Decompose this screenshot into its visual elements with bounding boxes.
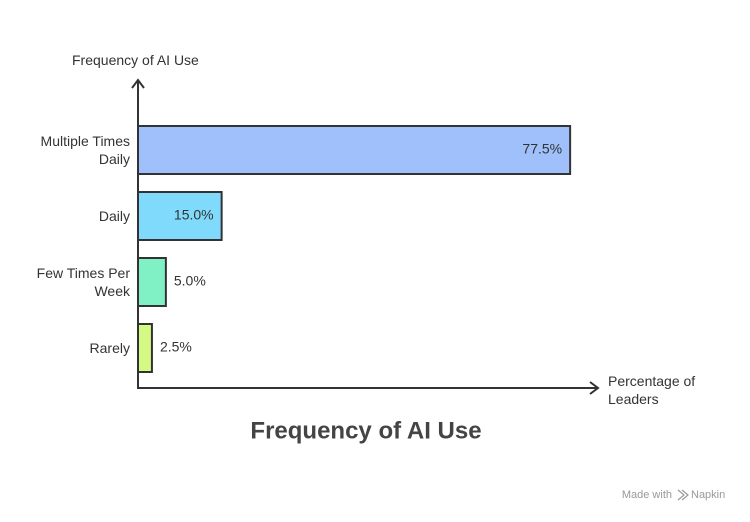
y-tick-label: Multiple Times Daily (40, 133, 130, 167)
y-tick-label: Few Times Per Week (36, 265, 130, 299)
bar (137, 191, 223, 241)
value-label: 77.5% (522, 141, 562, 157)
bar (137, 323, 153, 373)
footer-brand: Napkin (691, 489, 725, 501)
bar (137, 257, 167, 307)
chart-title: Frequency of AI Use (250, 417, 481, 444)
y-tick-label: Daily (98, 208, 130, 224)
y-axis-label: Frequency of AI Use (72, 52, 199, 68)
value-label: 15.0% (174, 207, 214, 223)
x-axis-label: Percentage of Leaders (608, 373, 696, 407)
value-label: 2.5% (160, 339, 192, 355)
y-tick-label: Rarely (89, 340, 130, 356)
footer-text: Made with (622, 489, 672, 501)
x-axis-arrow (589, 381, 600, 395)
bar (137, 125, 572, 175)
footer-logo (677, 489, 689, 501)
value-label: 5.0% (174, 273, 206, 289)
y-axis-arrow (131, 78, 145, 89)
